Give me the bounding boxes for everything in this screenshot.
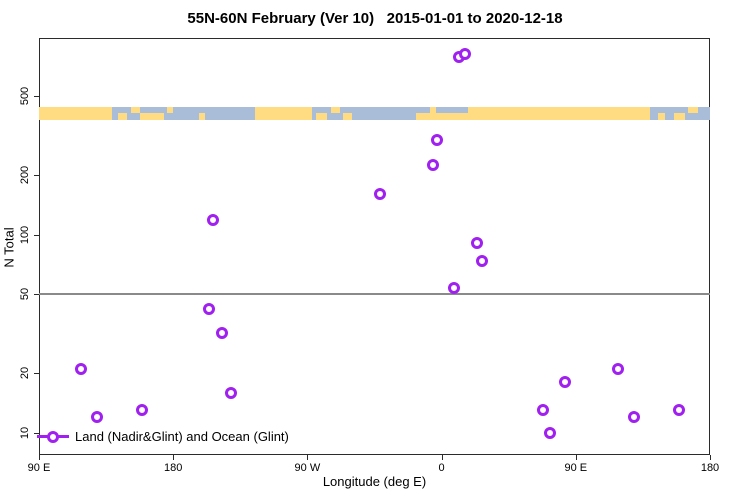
data-point <box>459 47 472 60</box>
y-tick <box>34 234 39 236</box>
data-point <box>672 404 685 417</box>
x-axis-label: Longitude (deg E) <box>322 474 427 489</box>
y-tick-label: 100 <box>19 225 31 244</box>
y-tick <box>34 433 39 435</box>
map-strip-land-segment <box>140 112 165 120</box>
map-strip-land-segment <box>657 112 666 120</box>
map-strip-land-segment <box>331 106 341 114</box>
data-point <box>447 281 460 294</box>
y-tick-label: 10 <box>19 426 31 440</box>
chart-title: 55N-60N February (Ver 10) 2015-01-01 to … <box>187 10 563 27</box>
data-point <box>611 363 624 376</box>
map-strip-land-segment <box>118 112 127 120</box>
map-strip-land-segment <box>674 112 685 120</box>
data-point <box>431 133 444 146</box>
data-point <box>627 411 640 424</box>
x-tick <box>710 455 711 460</box>
y-tick-label: 50 <box>19 288 31 301</box>
reference-line-50 <box>39 293 710 296</box>
y-tick-label: 200 <box>19 165 31 185</box>
legend-label: Land (Nadir&Glint) and Ocean (Glint) <box>75 429 289 444</box>
x-tick <box>307 455 309 460</box>
map-strip-land-segment <box>316 112 327 120</box>
map-strip-land-segment <box>39 106 113 120</box>
x-tick-label: 0 <box>438 462 445 474</box>
x-tick <box>173 455 175 460</box>
data-point <box>374 188 387 201</box>
x-tick <box>441 455 443 460</box>
y-tick-label: 500 <box>19 86 31 106</box>
x-tick-label: 180 <box>164 462 183 474</box>
y-axis-label: N Total <box>1 227 17 268</box>
y-tick <box>34 174 39 176</box>
data-point <box>207 214 220 227</box>
map-strip-land-segment <box>468 106 651 120</box>
data-point <box>74 363 87 376</box>
map-strip-land-segment <box>198 112 205 120</box>
map-strip-land-segment <box>429 106 436 114</box>
data-point <box>536 404 549 417</box>
map-strip-land-segment <box>131 106 141 114</box>
x-tick-label: 90 W <box>294 462 321 474</box>
plot-frame <box>39 38 710 455</box>
data-point <box>91 411 104 424</box>
data-point <box>426 159 439 172</box>
x-tick <box>39 455 40 460</box>
plot-area <box>39 38 710 455</box>
map-strip-land-segment <box>687 106 699 114</box>
x-tick-label: 90 E <box>27 462 51 474</box>
legend-marker-icon <box>47 431 59 443</box>
data-point <box>475 254 488 267</box>
map-strip-land-segment <box>416 112 469 120</box>
map-strip-land-segment <box>167 106 174 114</box>
data-point <box>135 404 148 417</box>
x-tick-label: 90 E <box>564 462 588 474</box>
data-point <box>225 386 238 399</box>
y-tick <box>34 95 39 97</box>
x-tick-label: 180 <box>700 462 720 474</box>
map-strip-land-segment <box>255 106 312 120</box>
data-point <box>202 303 215 316</box>
y-tick-label: 20 <box>19 367 31 380</box>
y-tick <box>34 294 39 296</box>
x-tick <box>575 455 577 460</box>
data-point <box>471 236 484 249</box>
data-point <box>544 427 557 440</box>
y-tick <box>34 373 39 375</box>
map-strip-land-segment <box>343 112 353 120</box>
data-point <box>559 376 572 389</box>
data-point <box>216 326 229 339</box>
